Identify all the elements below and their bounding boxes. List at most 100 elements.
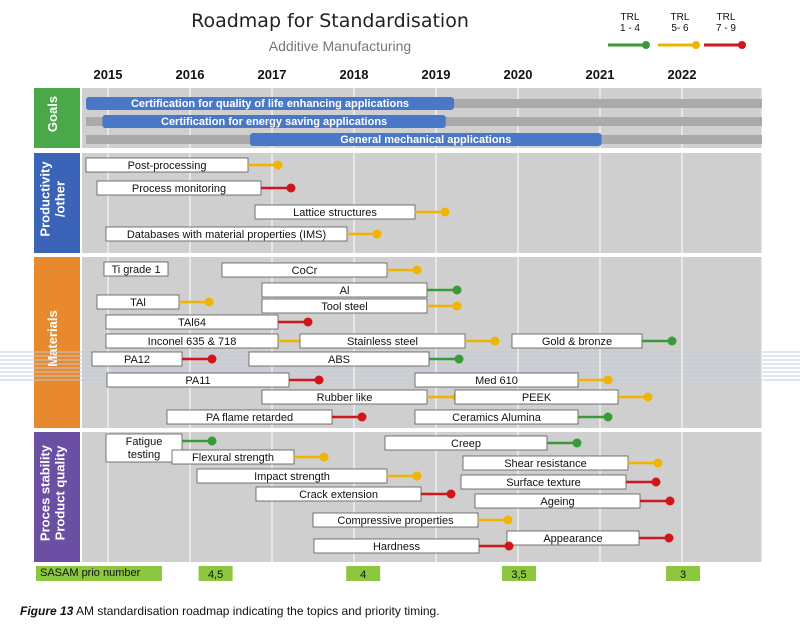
section-tab [34, 257, 80, 428]
legend-label: 7 - 9 [716, 23, 736, 34]
section-tab [34, 432, 80, 562]
item-label: Tool steel [321, 301, 367, 313]
legend-dot [692, 41, 700, 49]
item-label: PA flame retarded [206, 412, 293, 424]
goal-bar [86, 97, 454, 110]
trl-dot [665, 496, 675, 506]
trl-dot [572, 438, 582, 448]
goal-label: Certification for quality of life enhanc… [131, 98, 409, 110]
section-tab [34, 153, 80, 253]
prio-label: SASAM prio number [36, 566, 162, 581]
legend-label: 5- 6 [671, 23, 689, 34]
trl-dot [503, 515, 513, 525]
item-label: Al [340, 285, 350, 297]
item-label: Appearance [543, 533, 602, 545]
trl-dot [651, 477, 661, 487]
item-box [105, 433, 183, 463]
trl-dot [504, 541, 514, 551]
item-box [103, 261, 169, 277]
item-label: PEEK [522, 392, 552, 404]
prio-box [198, 566, 233, 581]
trl-dot [207, 354, 217, 364]
trl-dot [372, 229, 382, 239]
trl-dot [490, 336, 500, 346]
trl-dot [643, 392, 653, 402]
prio-number: 3 [680, 569, 686, 581]
item-label: Shear resistance [504, 458, 587, 470]
year-label: 2015 [94, 67, 123, 82]
item-label: Process monitoring [132, 183, 226, 195]
page-title: Roadmap for Standardisation [191, 10, 469, 32]
caption-bold: Figure 13 [20, 604, 74, 618]
year-label: 2017 [258, 67, 287, 82]
trl-dot [303, 317, 313, 327]
prio-box [666, 566, 700, 581]
section-label: Product quality [53, 445, 68, 540]
prio-number: 4 [360, 569, 366, 581]
prio-box [346, 566, 381, 581]
trl-dot [286, 183, 296, 193]
section-label: Materials [45, 310, 60, 366]
year-label: 2019 [422, 67, 451, 82]
trl-dot [667, 336, 677, 346]
goal-label: General mechanical applications [340, 134, 511, 146]
trl-dot [454, 354, 464, 364]
item-label: Crack extension [299, 489, 378, 501]
item-label: Impact strength [254, 471, 330, 483]
item-label: Databases with material properties (IMS) [127, 229, 326, 241]
year-label: 2021 [586, 67, 615, 82]
page-subtitle: Additive Manufacturing [268, 38, 412, 54]
trl-dot [446, 489, 456, 499]
goal-bar [250, 133, 602, 146]
item-label: ABS [328, 354, 350, 366]
item-label: TAl64 [178, 317, 206, 329]
item-label: Compressive properties [337, 515, 454, 527]
trl-dot [452, 301, 462, 311]
section-label: Productivity [38, 161, 53, 237]
trl-dot [412, 265, 422, 275]
trl-dot [273, 160, 283, 170]
item-label: Med 610 [475, 375, 518, 387]
item-label: Surface texture [506, 477, 581, 489]
figure-caption: Figure 13 AM standardisation roadmap ind… [20, 604, 440, 618]
trl-dot [319, 452, 329, 462]
prio-number: 4,5 [208, 569, 223, 581]
trl-dot [204, 297, 214, 307]
item-label: PA11 [185, 375, 210, 387]
year-label: 2022 [668, 67, 697, 82]
year-label: 2016 [176, 67, 205, 82]
item-label: Hardness [373, 541, 421, 553]
trl-dot [603, 375, 613, 385]
trl-dot [314, 375, 324, 385]
item-label: Stainless steel [347, 336, 418, 348]
item-label: CoCr [292, 265, 318, 277]
goal-label: Certification for energy saving applicat… [161, 116, 387, 128]
trl-dot [603, 412, 613, 422]
legend-label: TRL [621, 12, 640, 23]
item-label: Flexural strength [192, 452, 274, 464]
item-label: testing [128, 449, 160, 461]
item-label: Ceramics Alumina [452, 412, 542, 424]
item-label: Rubber like [317, 392, 373, 404]
legend-dot [642, 41, 650, 49]
item-label: Lattice structures [293, 207, 377, 219]
legend-dot [738, 41, 746, 49]
prio-number: 3,5 [511, 569, 526, 581]
year-label: 2018 [340, 67, 369, 82]
prio-box [502, 566, 536, 581]
caption-text: AM standardisation roadmap indicating th… [73, 604, 440, 618]
year-label: 2020 [504, 67, 533, 82]
section-label: Goals [45, 96, 60, 132]
item-label: Ageing [540, 496, 574, 508]
trl-dot [452, 285, 462, 295]
item-label: Ti grade 1 [111, 264, 160, 276]
item-label: Post-processing [128, 160, 207, 172]
item-label: Creep [451, 438, 481, 450]
section-label: Proces stability [38, 444, 53, 541]
section-tab [34, 88, 80, 148]
item-label: Inconel 635 & 718 [148, 336, 237, 348]
goal-bar [102, 115, 446, 128]
section-label: /other [53, 181, 68, 217]
trl-dot [207, 436, 217, 446]
